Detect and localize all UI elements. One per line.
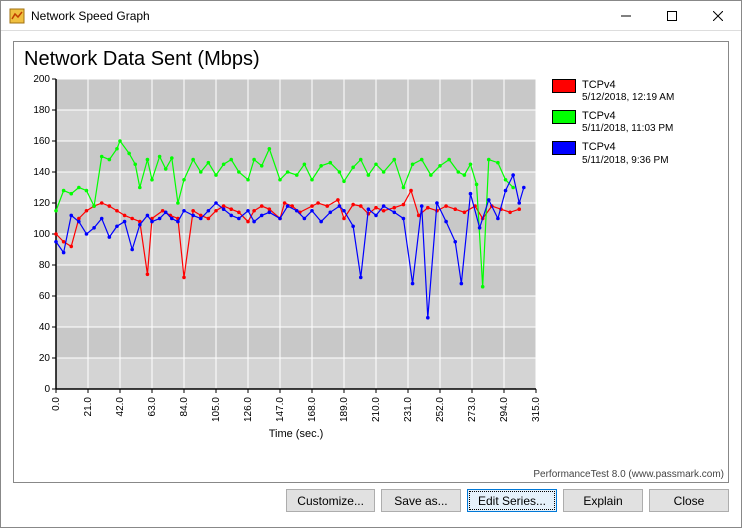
svg-text:126.0: 126.0 (243, 397, 254, 422)
svg-text:0.0: 0.0 (51, 397, 62, 411)
chart-area: 0 20 40 60 80 100 120 140 160 180 200 0.0 21.0 42.0 63… (22, 75, 720, 455)
legend-sublabel: 5/11/2018, 11:03 PM (582, 123, 673, 135)
maximize-button[interactable] (649, 1, 695, 31)
button-row: Customize... Save as... Edit Series... E… (13, 483, 729, 512)
svg-text:60: 60 (39, 291, 51, 302)
legend: TCPv45/12/2018, 12:19 AMTCPv45/11/2018, … (552, 79, 674, 173)
save-as-button[interactable]: Save as... (381, 489, 461, 512)
svg-text:63.0: 63.0 (147, 397, 158, 417)
titlebar: Network Speed Graph (1, 1, 741, 31)
svg-text:40: 40 (39, 322, 51, 333)
svg-text:273.0: 273.0 (467, 397, 478, 422)
svg-text:100: 100 (33, 229, 50, 240)
legend-label: TCPv4 (582, 141, 669, 154)
svg-text:200: 200 (33, 75, 50, 85)
chart-panel: Network Data Sent (Mbps) 0 20 40 60 80 100 120… (13, 41, 729, 483)
legend-item: TCPv45/11/2018, 11:03 PM (552, 110, 674, 135)
svg-text:147.0: 147.0 (275, 397, 286, 422)
legend-item: TCPv45/11/2018, 9:36 PM (552, 141, 674, 166)
svg-text:21.0: 21.0 (83, 397, 94, 417)
svg-text:252.0: 252.0 (435, 397, 446, 422)
svg-text:315.0: 315.0 (531, 397, 542, 422)
legend-swatch (552, 141, 576, 155)
window-title: Network Speed Graph (31, 9, 603, 23)
content-area: Network Data Sent (Mbps) 0 20 40 60 80 100 120… (1, 31, 741, 520)
app-icon (9, 8, 25, 24)
legend-item: TCPv45/12/2018, 12:19 AM (552, 79, 674, 104)
legend-label: TCPv4 (582, 79, 674, 92)
svg-text:160: 160 (33, 136, 50, 147)
customize-button[interactable]: Customize... (286, 489, 375, 512)
legend-sublabel: 5/12/2018, 12:19 AM (582, 92, 674, 104)
minimize-button[interactable] (603, 1, 649, 31)
svg-text:210.0: 210.0 (371, 397, 382, 422)
svg-text:294.0: 294.0 (499, 397, 510, 422)
svg-text:231.0: 231.0 (403, 397, 414, 422)
edit-series-button[interactable]: Edit Series... (467, 489, 557, 512)
svg-text:0: 0 (44, 384, 50, 395)
svg-text:120: 120 (33, 198, 50, 209)
legend-label: TCPv4 (582, 110, 673, 123)
svg-text:105.0: 105.0 (211, 397, 222, 422)
svg-text:42.0: 42.0 (115, 397, 126, 417)
legend-sublabel: 5/11/2018, 9:36 PM (582, 155, 669, 167)
close-dialog-button[interactable]: Close (649, 489, 729, 512)
svg-text:140: 140 (33, 167, 50, 178)
explain-button[interactable]: Explain (563, 489, 643, 512)
watermark-text: PerformanceTest 8.0 (www.passmark.com) (533, 469, 724, 480)
legend-swatch (552, 110, 576, 124)
legend-swatch (552, 79, 576, 93)
svg-text:Time (sec.): Time (sec.) (269, 428, 324, 440)
svg-text:20: 20 (39, 353, 51, 364)
svg-text:189.0: 189.0 (339, 397, 350, 422)
chart-title: Network Data Sent (Mbps) (24, 48, 720, 71)
svg-text:80: 80 (39, 260, 51, 271)
svg-text:180: 180 (33, 105, 50, 116)
close-button[interactable] (695, 1, 741, 31)
svg-text:168.0: 168.0 (307, 397, 318, 422)
svg-text:84.0: 84.0 (179, 397, 190, 417)
